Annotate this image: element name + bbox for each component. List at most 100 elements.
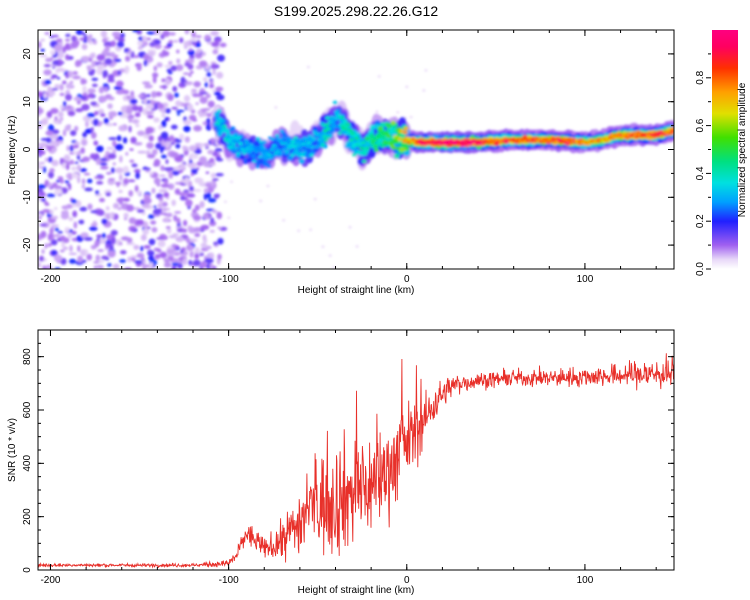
noise-blob bbox=[53, 254, 63, 262]
noise-blob bbox=[93, 39, 97, 45]
noise-blob bbox=[227, 216, 231, 219]
noise-blob bbox=[165, 159, 169, 165]
noise-blob bbox=[96, 264, 104, 269]
noise-blob bbox=[126, 51, 132, 55]
noise-blob bbox=[159, 200, 164, 206]
noise-blob bbox=[147, 249, 152, 253]
noise-blob bbox=[125, 152, 129, 156]
noise-blob bbox=[99, 237, 107, 244]
noise-blob bbox=[59, 249, 65, 253]
noise-blob bbox=[210, 61, 217, 65]
noise-blob bbox=[38, 261, 42, 268]
ridge-blob bbox=[391, 146, 397, 150]
noise-blob bbox=[213, 91, 221, 96]
ridge-blob bbox=[255, 137, 261, 141]
noise-blob bbox=[61, 241, 65, 248]
noise-blob bbox=[90, 126, 94, 133]
noise-blob bbox=[113, 122, 117, 126]
noise-blob bbox=[182, 72, 190, 75]
noise-blob bbox=[153, 65, 158, 72]
ridge-blob bbox=[223, 137, 229, 142]
x-tick-label: -200 bbox=[40, 274, 60, 285]
noise-blob bbox=[128, 217, 136, 225]
ridge-blob bbox=[339, 115, 345, 120]
noise-blob bbox=[79, 37, 84, 41]
noise-blob bbox=[182, 219, 188, 227]
noise-blob bbox=[95, 254, 101, 262]
noise-blob bbox=[68, 216, 74, 222]
noise-blob bbox=[45, 130, 54, 136]
noise-blob bbox=[71, 202, 77, 208]
noise-blob bbox=[72, 71, 78, 75]
noise-blob bbox=[86, 113, 96, 118]
noise-blob bbox=[62, 129, 67, 137]
noise-blob bbox=[198, 60, 208, 67]
noise-blob bbox=[65, 54, 70, 61]
noise-blob bbox=[71, 166, 77, 171]
noise-blob bbox=[199, 200, 205, 208]
noise-blob bbox=[82, 156, 90, 162]
noise-blob bbox=[38, 255, 45, 262]
noise-blob bbox=[192, 259, 201, 267]
noise-blob bbox=[61, 187, 68, 194]
noise-blob bbox=[160, 131, 169, 140]
noise-blob bbox=[147, 115, 154, 119]
noise-blob bbox=[160, 183, 170, 188]
noise-blob bbox=[191, 31, 197, 38]
ridge-blob bbox=[399, 129, 405, 133]
noise-blob bbox=[47, 156, 53, 163]
noise-blob bbox=[146, 93, 151, 98]
noise-blob bbox=[108, 52, 116, 58]
noise-blob bbox=[93, 140, 99, 146]
noise-blob bbox=[87, 35, 91, 44]
noise-blob bbox=[81, 103, 90, 111]
y-tick-label: -10 bbox=[22, 190, 33, 205]
noise-blob bbox=[54, 227, 59, 232]
noise-blob bbox=[117, 207, 122, 211]
noise-blob bbox=[123, 178, 129, 185]
noise-blob bbox=[332, 266, 336, 269]
ridge-blob bbox=[298, 158, 304, 163]
noise-blob bbox=[131, 163, 138, 168]
noise-blob bbox=[215, 86, 224, 92]
noise-blob bbox=[165, 212, 173, 218]
noise-blob bbox=[60, 178, 64, 184]
noise-blob bbox=[216, 211, 223, 220]
noise-blob bbox=[112, 162, 116, 166]
ridge-blob bbox=[241, 151, 247, 155]
noise-blob bbox=[169, 135, 175, 142]
noise-blob bbox=[128, 190, 134, 197]
noise-blob bbox=[52, 182, 58, 187]
noise-blob bbox=[188, 145, 197, 152]
noise-blob bbox=[203, 142, 210, 147]
ridge-blob bbox=[243, 138, 249, 143]
noise-blob bbox=[91, 77, 99, 82]
noise-blob bbox=[91, 60, 96, 68]
noise-blob bbox=[185, 199, 193, 207]
noise-blob bbox=[151, 149, 158, 156]
noise-blob bbox=[69, 159, 74, 163]
noise-blob bbox=[160, 165, 165, 172]
ridge-blob bbox=[229, 126, 236, 132]
noise-blob bbox=[72, 150, 78, 155]
noise-blob bbox=[199, 143, 203, 149]
ridge-blob bbox=[402, 139, 408, 144]
noise-blob bbox=[86, 178, 93, 184]
noise-blob bbox=[136, 190, 142, 196]
noise-blob bbox=[148, 214, 155, 219]
spectrogram-x-label: Height of straight line (km) bbox=[298, 285, 415, 296]
noise-blob bbox=[47, 243, 52, 247]
noise-blob bbox=[216, 94, 225, 101]
noise-blob bbox=[133, 169, 141, 173]
noise-blob bbox=[202, 234, 207, 241]
ridge-blob bbox=[291, 144, 297, 149]
noise-blob bbox=[163, 167, 172, 171]
y-tick-label: 20 bbox=[22, 48, 33, 60]
noise-blob bbox=[194, 232, 201, 238]
ridge-blob bbox=[309, 153, 315, 157]
noise-blob bbox=[148, 50, 155, 57]
noise-blob bbox=[173, 214, 178, 222]
noise-blob bbox=[126, 107, 133, 115]
